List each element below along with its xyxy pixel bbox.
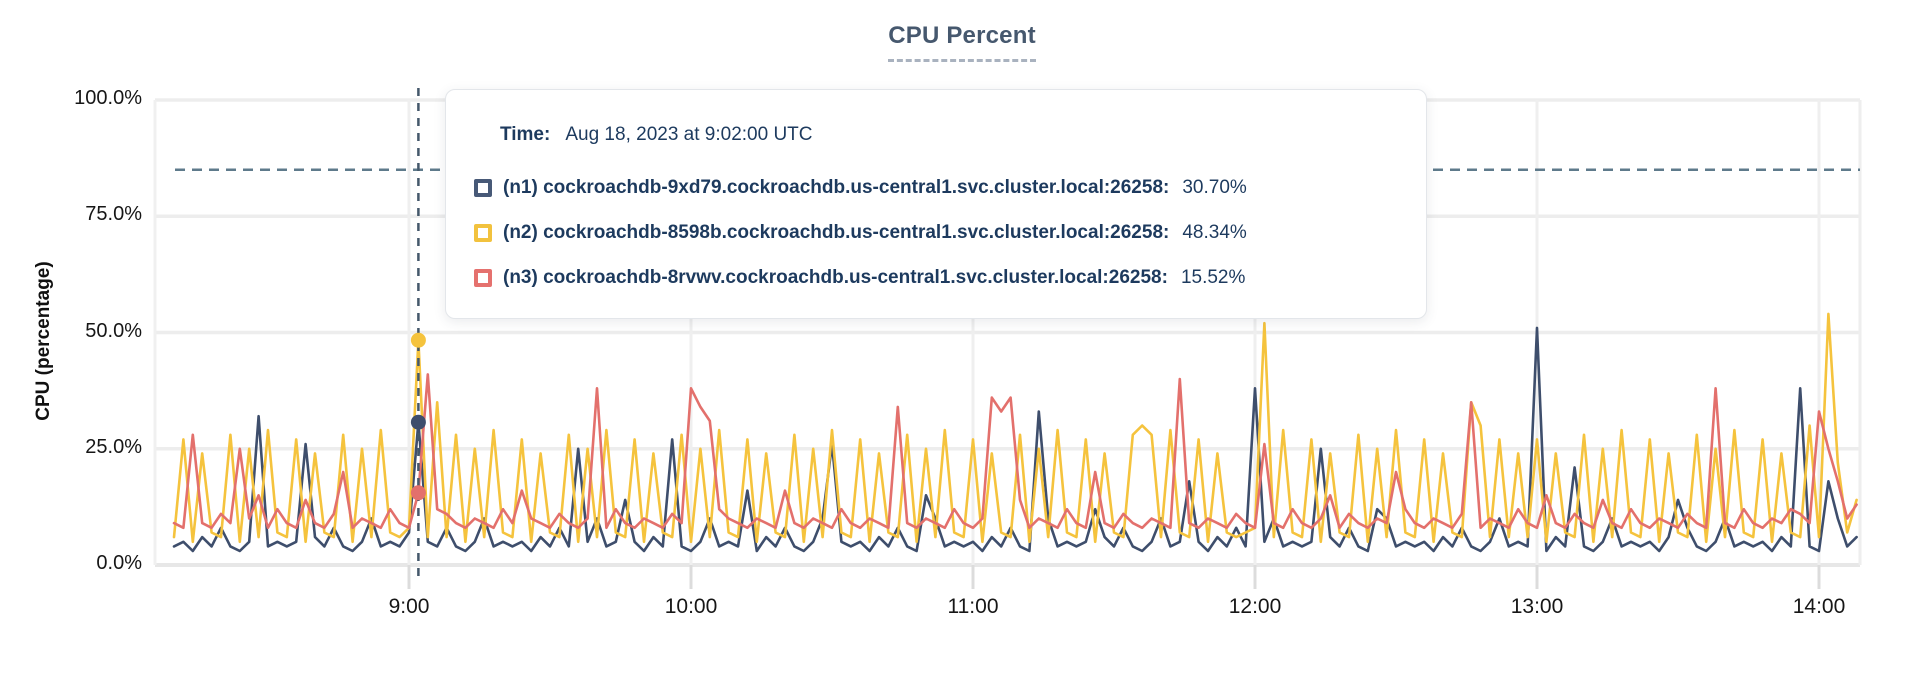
series-marker-n2-icon <box>474 224 492 242</box>
series-line-n1 <box>172 326 1858 553</box>
tooltip-series-value: 15.52% <box>1180 267 1246 288</box>
tooltip-series-value: 48.34% <box>1182 222 1247 243</box>
chart-title: CPU Percent <box>888 22 1036 62</box>
y-tick-label: 75.0% <box>85 203 142 226</box>
series-line-n2 <box>172 312 1858 544</box>
x-tick-label: 13:00 <box>1510 595 1564 618</box>
y-tick-label: 100.0% <box>74 87 142 109</box>
tooltip-time-label: Time: <box>500 124 551 145</box>
x-tick-label: 9:00 <box>388 595 430 618</box>
y-tick-label: 50.0% <box>85 319 142 342</box>
tooltip-series-name: (n2) cockroachdb-8598b.cockroachdb.us-ce… <box>503 222 1170 243</box>
tooltip-series-name: (n1) cockroachdb-9xd79.cockroachdb.us-ce… <box>503 177 1170 198</box>
hover-dot-n1 <box>410 414 426 430</box>
x-tick-label: 14:00 <box>1792 595 1846 618</box>
hover-dot-n3 <box>410 485 426 501</box>
y-tick-label: 25.0% <box>85 435 142 458</box>
series-marker-n1-icon <box>474 179 492 197</box>
tooltip-time-row: Time: Aug 18, 2023 at 9:02:00 UTC <box>474 123 1402 147</box>
series-marker-n3-icon <box>474 269 492 287</box>
x-tick-label: 12:00 <box>1228 595 1282 618</box>
tooltip-time-value: Aug 18, 2023 at 9:02:00 UTC <box>565 124 813 145</box>
tooltip-series-value: 30.70% <box>1182 177 1247 198</box>
chart-tooltip: Time: Aug 18, 2023 at 9:02:00 UTC (n1) co… <box>445 89 1427 319</box>
series-line-n3 <box>172 373 1858 530</box>
chart-title-wrap: CPU Percent <box>0 22 1924 62</box>
tooltip-series-row-n1: (n1) cockroachdb-9xd79.cockroachdb.us-ce… <box>474 176 1402 200</box>
hover-dot-n2 <box>410 332 426 348</box>
y-tick-label: 0.0% <box>96 552 142 574</box>
x-tick-label: 10:00 <box>664 595 718 618</box>
tooltip-series-row-n3: (n3) cockroachdb-8rvwv.cockroachdb.us-ce… <box>474 266 1402 290</box>
tooltip-series-name: (n3) cockroachdb-8rvwv.cockroachdb.us-ce… <box>503 267 1168 288</box>
tooltip-series-row-n2: (n2) cockroachdb-8598b.cockroachdb.us-ce… <box>474 221 1402 245</box>
x-tick-label: 11:00 <box>947 595 999 618</box>
